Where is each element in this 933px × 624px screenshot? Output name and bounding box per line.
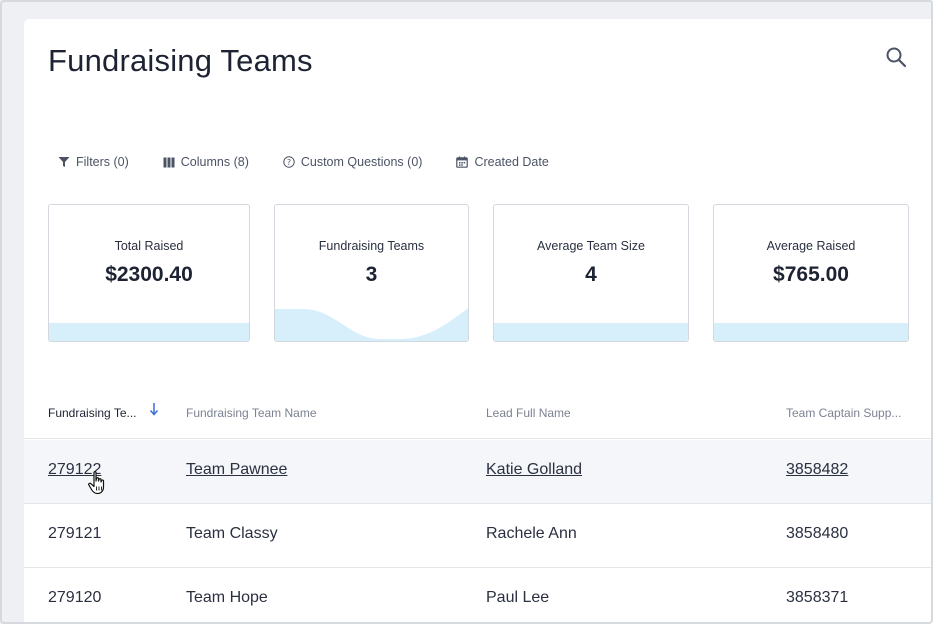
stat-card-label: Fundraising Teams bbox=[318, 239, 425, 253]
lead-name-link[interactable]: Katie Golland bbox=[486, 461, 583, 478]
stat-card-average-raised[interactable]: Average Raised $765.00 bbox=[713, 204, 909, 342]
column-header-team-id[interactable]: Fundraising Te... bbox=[48, 406, 137, 420]
table-row[interactable]: 279122 Team Pawnee Katie Golland 3858482 bbox=[24, 440, 933, 504]
lead-name-cell: Rachele Ann bbox=[486, 525, 577, 542]
sparkline-area bbox=[275, 308, 468, 341]
stat-card-label: Average Team Size bbox=[537, 239, 645, 253]
stat-card-label: Average Raised bbox=[766, 239, 856, 253]
table-header: Fundraising Te... Fundraising Team Name … bbox=[24, 389, 933, 439]
search-button[interactable] bbox=[884, 45, 912, 73]
stat-card-total-raised[interactable]: Total Raised $2300.40 bbox=[48, 204, 250, 342]
column-header-captain-supporter[interactable]: Team Captain Supp... bbox=[786, 406, 902, 420]
team-name-cell: Team Hope bbox=[186, 589, 268, 606]
calendar-icon bbox=[456, 156, 469, 168]
stat-card-band bbox=[494, 323, 688, 341]
table-row[interactable]: 279120 Team Hope Paul Lee 3858371 bbox=[24, 568, 933, 624]
team-id-cell: 279121 bbox=[48, 525, 102, 542]
table-row[interactable]: 279121 Team Classy Rachele Ann 3858480 bbox=[24, 504, 933, 568]
filters-button[interactable]: Filters (0) bbox=[58, 152, 129, 172]
stat-card-label: Total Raised bbox=[114, 239, 184, 253]
custom-questions-button[interactable]: ? Custom Questions (0) bbox=[283, 152, 423, 172]
column-header-lead-name[interactable]: Lead Full Name bbox=[486, 406, 571, 420]
search-icon bbox=[886, 47, 907, 68]
stat-card-value: 4 bbox=[585, 263, 597, 286]
captain-supporter-link[interactable]: 3858482 bbox=[786, 461, 849, 478]
stat-card-band bbox=[714, 323, 908, 341]
question-circle-icon: ? bbox=[283, 156, 295, 168]
stat-card-value: $2300.40 bbox=[105, 263, 193, 286]
column-header-team-name[interactable]: Fundraising Team Name bbox=[186, 406, 317, 420]
columns-icon bbox=[163, 157, 175, 167]
custom-questions-label: Custom Questions (0) bbox=[300, 155, 423, 169]
toolbar: Filters (0) Columns (8) ? Custom Questio… bbox=[58, 152, 583, 172]
team-name-cell: Team Classy bbox=[186, 525, 278, 542]
team-name-link[interactable]: Team Pawnee bbox=[186, 461, 288, 478]
created-date-button[interactable]: Created Date bbox=[456, 152, 549, 172]
stat-card-value: $765.00 bbox=[773, 263, 849, 286]
page-title: Fundraising Teams bbox=[48, 43, 313, 78]
stat-card-average-team-size[interactable]: Average Team Size 4 bbox=[493, 204, 689, 342]
stat-card-value: 3 bbox=[365, 263, 378, 286]
stat-card-band bbox=[49, 323, 249, 341]
created-date-label: Created Date bbox=[474, 155, 549, 169]
columns-button[interactable]: Columns (8) bbox=[163, 152, 249, 172]
funnel-icon bbox=[58, 157, 70, 167]
hand-pointer-icon bbox=[88, 471, 105, 495]
arrow-down-icon[interactable] bbox=[149, 402, 159, 416]
lead-name-cell: Paul Lee bbox=[486, 589, 550, 606]
team-id-link[interactable]: 279122 bbox=[48, 461, 102, 478]
svg-text:?: ? bbox=[287, 158, 291, 167]
captain-supporter-cell: 3858371 bbox=[786, 589, 849, 606]
main-panel: Fundraising Teams Filters (0) Columns (8… bbox=[24, 19, 933, 624]
stat-card-fundraising-teams[interactable]: Fundraising Teams 3 bbox=[274, 204, 469, 342]
filters-label: Filters (0) bbox=[76, 155, 129, 169]
team-id-cell: 279120 bbox=[48, 589, 102, 606]
columns-label: Columns (8) bbox=[180, 155, 249, 169]
captain-supporter-cell: 3858480 bbox=[786, 525, 849, 542]
